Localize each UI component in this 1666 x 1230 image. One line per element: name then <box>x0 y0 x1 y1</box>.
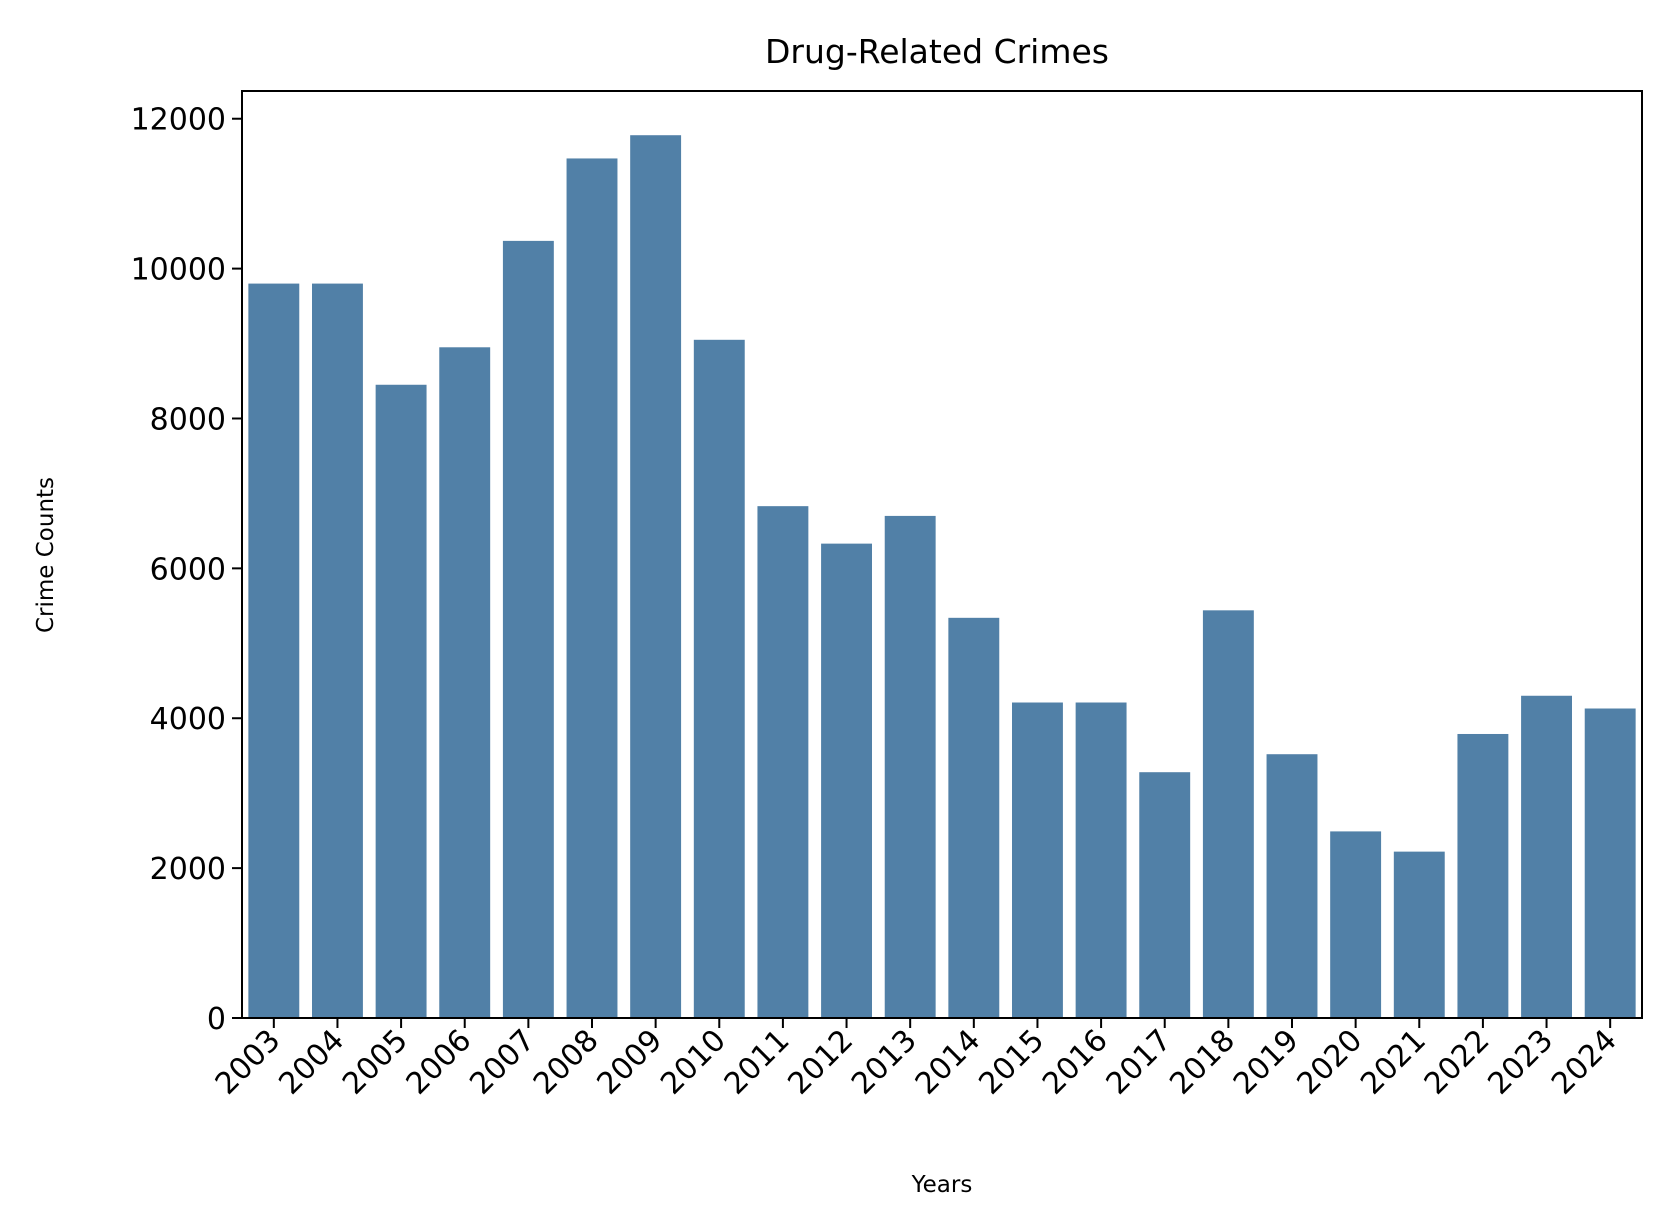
bar-2013 <box>884 515 936 1018</box>
bar-2018 <box>1202 610 1254 1018</box>
bar-2023 <box>1521 695 1572 1018</box>
bar-2014 <box>948 617 1000 1018</box>
y-axis-label: Crime Counts <box>33 477 59 633</box>
y-tick-label: 10000 <box>131 253 226 288</box>
bar-2011 <box>757 506 809 1018</box>
bar-2024 <box>1584 708 1636 1018</box>
bar-2019 <box>1266 754 1318 1018</box>
bar-2009 <box>630 135 682 1018</box>
bar-2010 <box>693 339 745 1018</box>
bar-2021 <box>1393 851 1445 1018</box>
bar-2007 <box>502 240 554 1018</box>
bar-2020 <box>1330 831 1382 1018</box>
y-tick-label: 2000 <box>150 852 226 887</box>
y-tick-label: 0 <box>207 1002 226 1037</box>
x-axis-label: Years <box>911 1172 973 1198</box>
y-tick-label: 6000 <box>150 552 226 587</box>
bar-2003 <box>248 283 300 1019</box>
bar-2015 <box>1012 702 1063 1018</box>
bar-2006 <box>439 347 491 1018</box>
y-tick-label: 12000 <box>131 103 226 138</box>
bar-2022 <box>1457 733 1509 1018</box>
bar-2005 <box>375 384 427 1018</box>
bars-layer <box>248 135 1636 1019</box>
plot-frame <box>241 90 1643 1019</box>
bar-2008 <box>566 158 618 1018</box>
y-tick-label: 4000 <box>150 702 226 737</box>
bar-2016 <box>1075 702 1127 1018</box>
bar-2017 <box>1139 772 1191 1018</box>
bar-2012 <box>821 543 872 1018</box>
y-tick-label: 8000 <box>150 402 226 437</box>
bar-2004 <box>312 283 363 1019</box>
chart-title: Drug-Related Crimes <box>765 32 1109 71</box>
